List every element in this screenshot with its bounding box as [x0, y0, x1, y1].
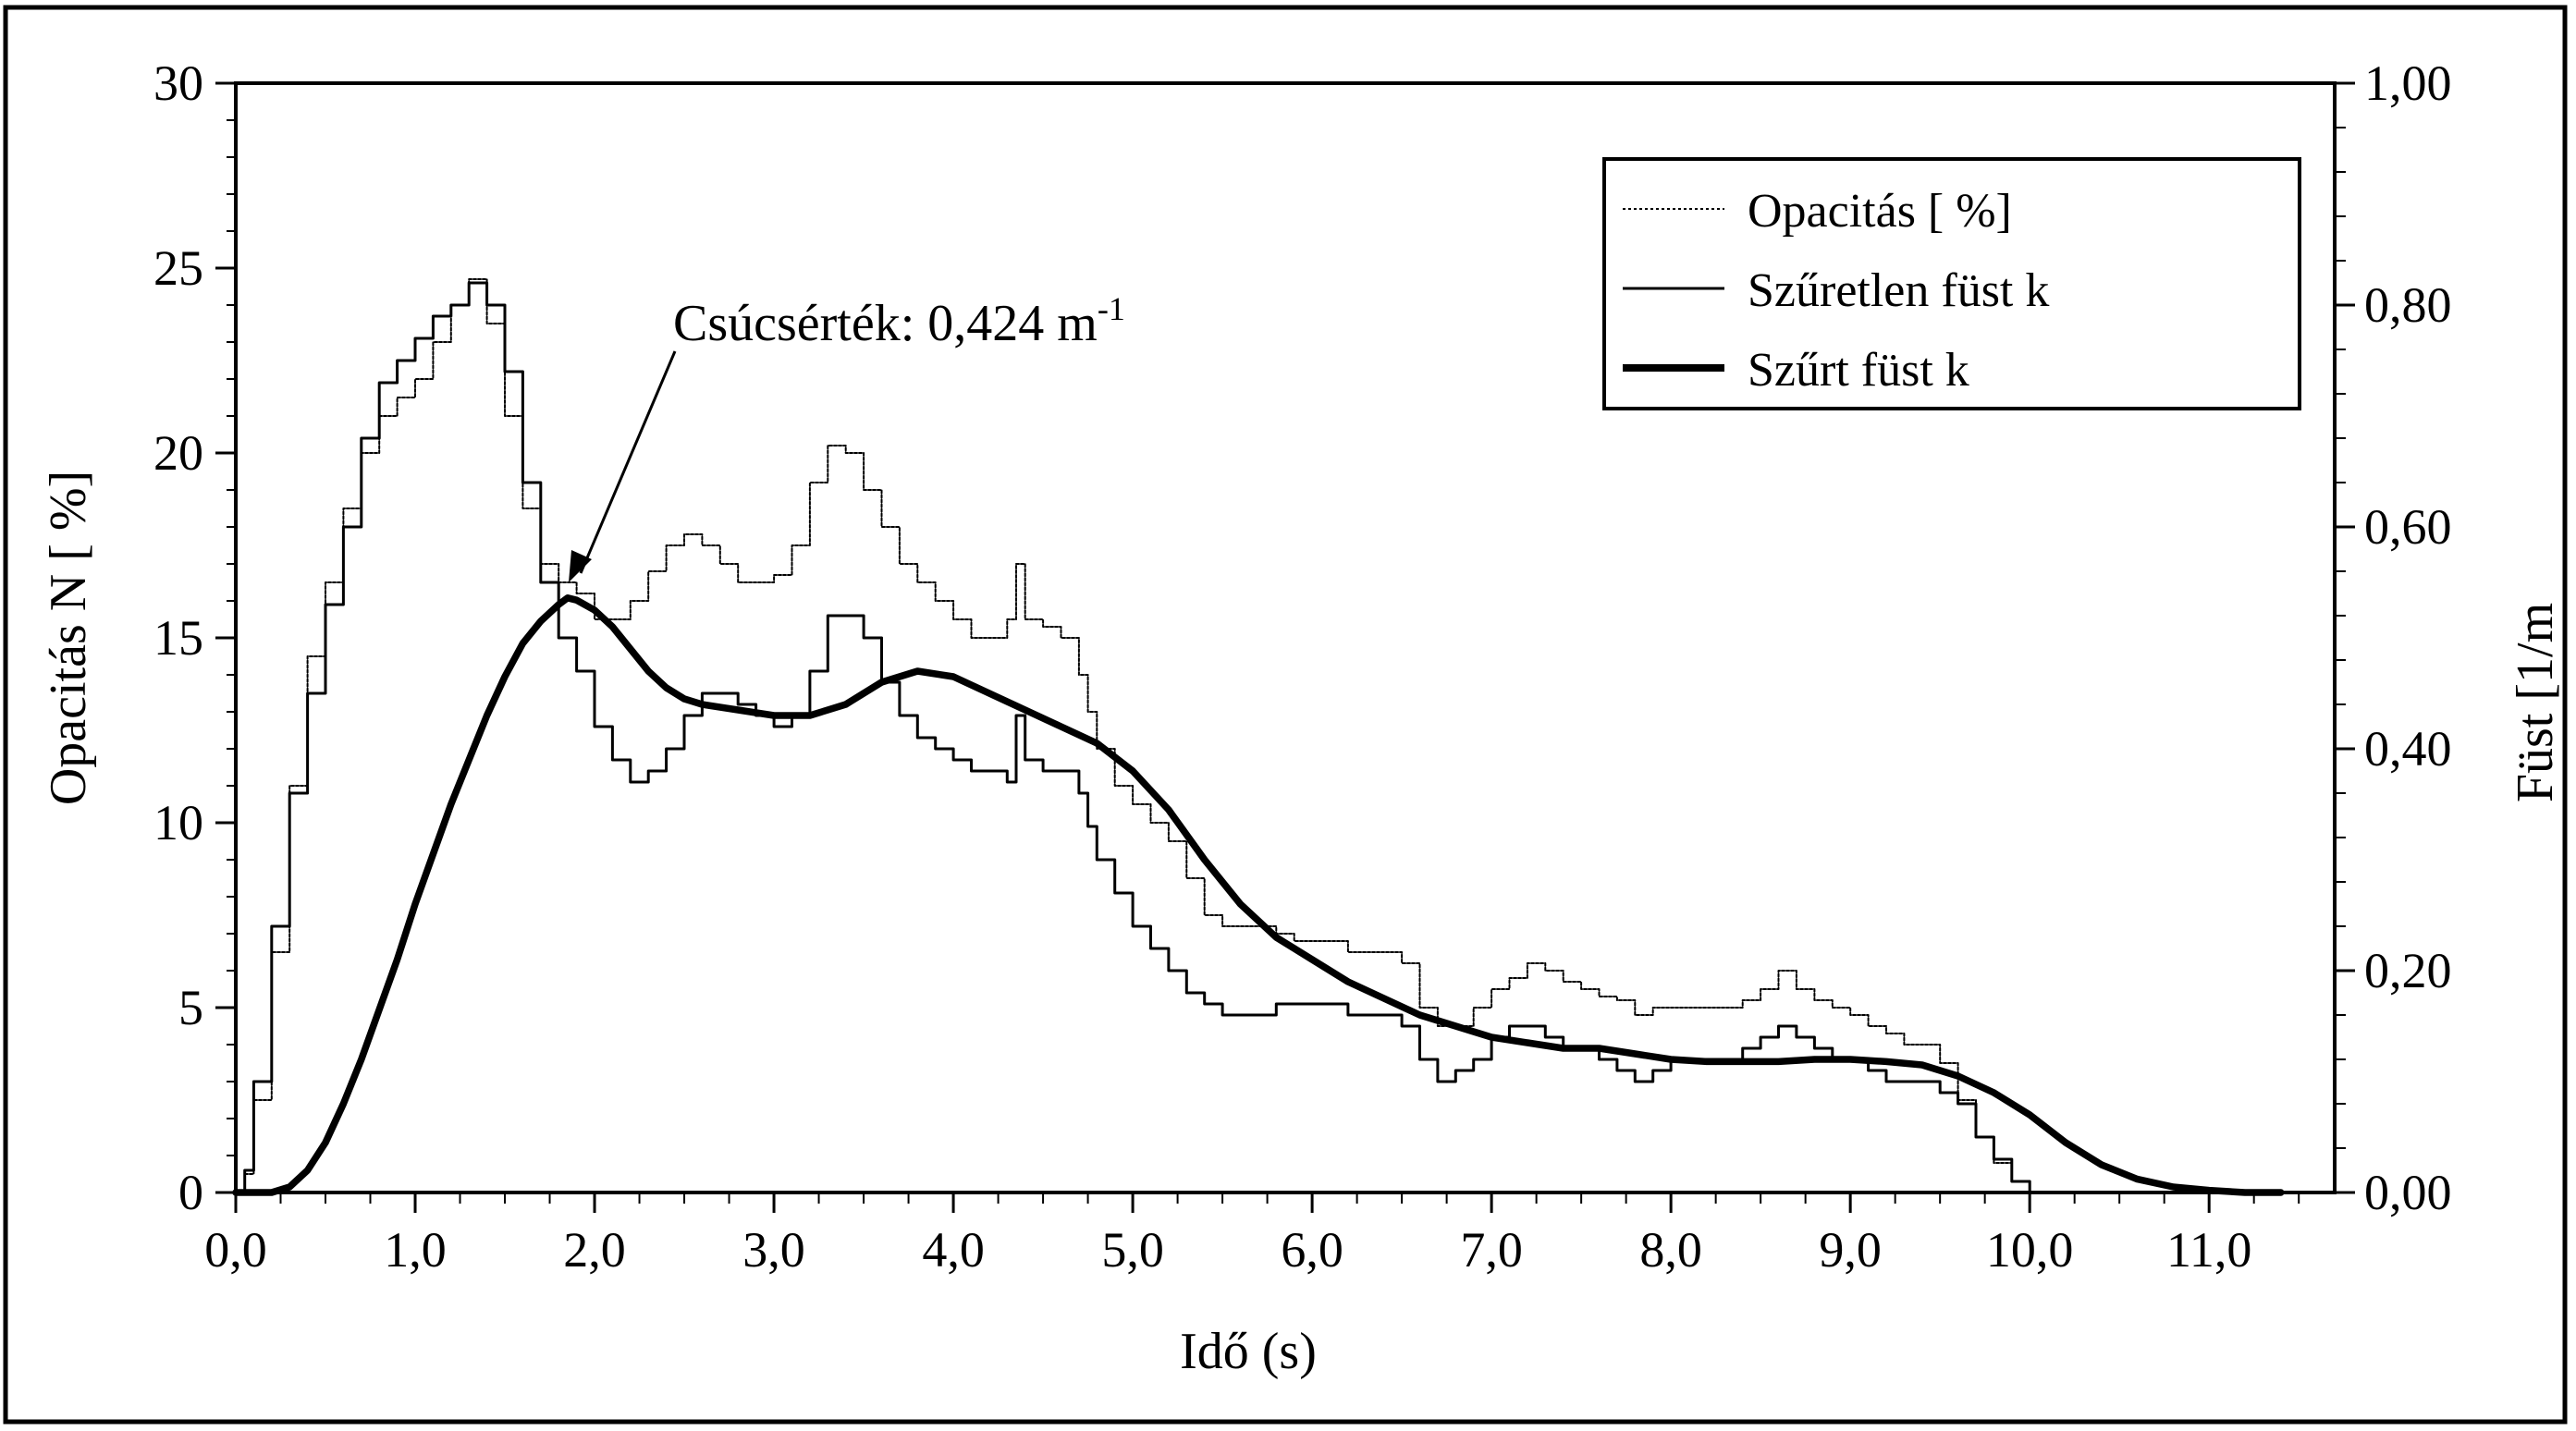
x-tick-label: 7,0	[1460, 1222, 1523, 1278]
y-right-tick-label: 0,60	[2364, 499, 2452, 555]
peak-annotation: Csúcsérték: 0,424 m-1	[569, 290, 1125, 582]
x-tick-label: 10,0	[1986, 1222, 2074, 1278]
y-left-tick-label: 15	[153, 610, 203, 666]
y-left-axis-label: Opacitás N [ %]	[40, 471, 97, 805]
y-right-tick-label: 1,00	[2364, 55, 2452, 111]
x-tick-label: 2,0	[563, 1222, 626, 1278]
x-tick-label: 8,0	[1639, 1222, 1702, 1278]
annotation-superscript: -1	[1098, 290, 1125, 327]
x-tick-label: 9,0	[1819, 1222, 1882, 1278]
series-layer	[232, 278, 2285, 1196]
x-tick-label: 3,0	[742, 1222, 805, 1278]
annotation-arrowhead	[569, 550, 592, 582]
x-tick-labels: 0,0 1,0 2,0 3,0 4,0 5,0 6,0 7,0 8,0 9,0 10,0 11,0	[204, 1222, 2251, 1278]
x-tick-label: 0,0	[204, 1222, 267, 1278]
legend-label-szuretlen: Szűretlen füst k	[1748, 264, 2049, 317]
x-tick-label: 6,0	[1281, 1222, 1343, 1278]
x-tick-label: 11,0	[2166, 1222, 2252, 1278]
legend-label-szurt: Szűrt füst k	[1748, 344, 1969, 397]
series-line-2	[232, 594, 2285, 1196]
y-right-axis-label: Füst [1/m	[2507, 603, 2564, 802]
y-right-tick-labels: 0,00 0,20 0,40 0,60 0,80 1,00	[2364, 55, 2452, 1220]
y-right-tick-label: 0,00	[2364, 1165, 2452, 1220]
y-right-tick-label: 0,20	[2364, 943, 2452, 998]
y-right-tick-label: 0,80	[2364, 277, 2452, 333]
y-left-tick-label: 0	[178, 1165, 203, 1220]
annotation-text: Csúcsérték: 0,424 m-1	[673, 290, 1125, 352]
axis-ticks	[215, 81, 2355, 1213]
y-left-tick-labels: 0 5 10 15 20 25 30	[153, 55, 203, 1220]
y-right-tick-label: 0,40	[2364, 721, 2452, 777]
x-axis-label: Idő (s)	[1180, 1323, 1317, 1380]
y-left-tick-label: 10	[153, 795, 203, 850]
x-tick-label: 1,0	[384, 1222, 447, 1278]
y-left-tick-label: 20	[153, 425, 203, 481]
annotation-arrow-line	[579, 350, 677, 574]
legend-label-opacitas: Opacitás [ %]	[1748, 185, 2012, 238]
y-left-tick-label: 30	[153, 55, 203, 111]
y-left-tick-label: 5	[178, 980, 203, 1035]
x-tick-label: 5,0	[1101, 1222, 1164, 1278]
y-left-tick-label: 25	[153, 240, 203, 296]
x-tick-label: 4,0	[922, 1222, 985, 1278]
legend: Opacitás [ %] Szűretlen füst k Szűrt füs…	[1602, 157, 2301, 410]
